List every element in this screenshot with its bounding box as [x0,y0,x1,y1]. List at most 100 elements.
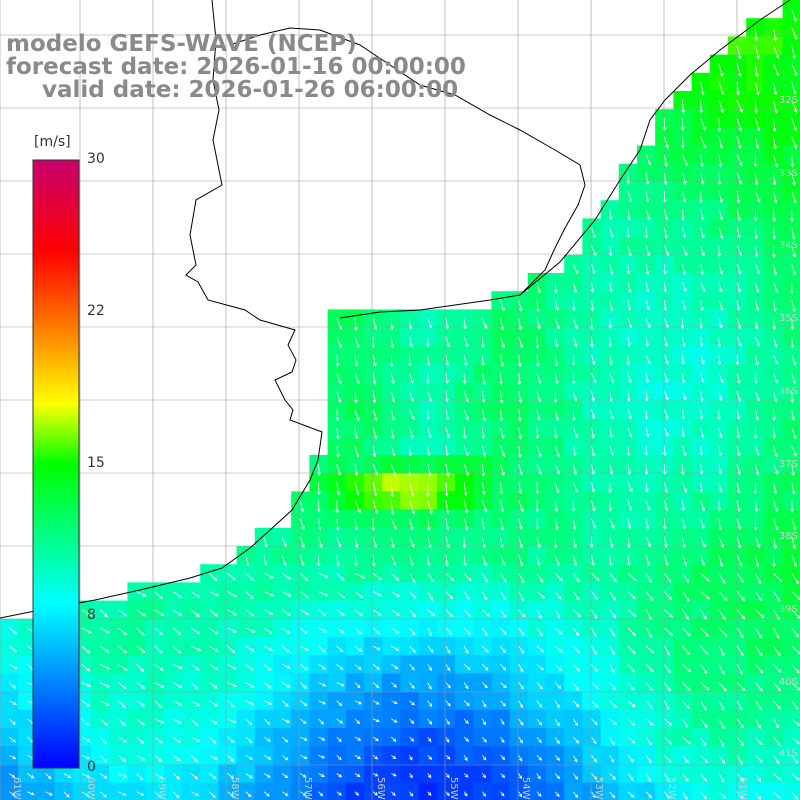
wind-arrow-head [338,380,342,385]
wind-arrow-head [213,577,218,581]
wind-cell [782,200,800,219]
wind-arrow-head [611,794,616,799]
wind-arrow [645,554,650,566]
wind-arrow [245,736,253,743]
wind-arrow-head [719,434,723,439]
wind-arrow [791,154,793,167]
wind-arrow [518,554,523,566]
wind-arrow [645,318,651,328]
wind-arrow [500,627,507,635]
wind-arrow-head [628,507,633,512]
wind-arrow [391,736,397,742]
wind-arrow-head [378,576,383,581]
wind-arrow-head [736,434,741,439]
wind-cell [400,782,420,800]
wind-arrow [300,573,308,581]
wind-arrow [391,718,398,723]
wind-arrow-head [753,526,758,531]
wind-arrow [754,172,758,185]
wind-arrow-head [644,471,649,475]
wind-arrow-head [754,253,759,258]
wind-arrow [627,591,636,600]
wind-arrow [554,664,562,671]
wind-arrow [682,300,686,310]
wind-arrow-head [718,452,722,457]
wind-arrow-head [426,562,431,567]
wind-arrow-head [317,472,321,476]
wind-arrow [736,209,741,221]
wind-arrow-head [646,306,650,311]
wind-arrow-head [537,290,541,294]
wind-arrow-head [485,649,489,653]
wind-arrow [518,445,521,458]
wind-arrow [463,427,466,439]
wind-arrow [773,791,781,799]
wind-arrow [318,464,320,476]
wind-arrow-head [319,792,324,797]
wind-arrow-head [356,684,361,689]
wind-arrow [572,409,575,421]
wind-arrow-head [613,704,617,708]
model-title: modelo GEFS-WAVE (NCEP) [6,31,357,57]
wind-arrow-head [632,613,637,617]
wind-arrow [609,791,615,798]
wind-arrow [645,245,650,256]
wind-arrow-head [756,91,760,96]
wind-arrow-head [758,580,762,585]
wind-arrow-head [267,774,271,778]
wind-arrow [263,627,273,634]
wind-arrow [536,518,538,530]
wind-arrow-head [85,793,90,797]
wind-arrow [773,700,781,710]
wind-arrow [609,773,616,780]
wind-arrow [682,482,687,493]
wind-arrow-head [231,649,236,654]
wind-arrow-head [304,630,308,635]
wind-arrow-head [575,703,580,708]
wind-arrow-head [30,792,35,796]
wind-arrow-head [720,306,724,311]
wind-arrow-head [777,687,781,692]
wind-arrow [664,755,672,763]
wind-arrow [118,609,127,617]
wind-arrow [8,645,17,653]
wind-arrow-head [755,307,760,312]
wind-arrow-head [269,630,273,635]
wind-arrow [427,682,432,690]
wind-arrow [773,409,775,421]
wind-arrow [81,682,91,687]
wind-arrow [536,463,542,475]
wind-arrow-head [48,792,53,796]
wind-arrow [99,700,110,706]
wind-cell [782,782,800,800]
wind-arrow-head [612,596,616,601]
wind-arrow-head [773,308,777,313]
wind-arrow [773,209,775,222]
wind-arrow [227,627,237,633]
wind-arrow [627,773,634,781]
wind-arrow-head [700,163,704,168]
wind-arrow [554,300,559,311]
wind-arrow [773,136,776,150]
wind-arrow [682,700,690,709]
wind-arrow [391,682,397,688]
wind-arrow-head [627,343,631,347]
wind-arrow-head [356,417,360,422]
wind-arrow [300,754,307,759]
wind-arrow [700,245,705,256]
wind-arrow-head [759,687,763,692]
wind-arrow-head [484,325,488,330]
wind-arrow [209,645,219,652]
wind-arrow-head [501,739,505,744]
wind-arrow [791,263,796,275]
wind-arrow [172,791,180,798]
wind-arrow [627,736,636,744]
wind-arrow-head [718,526,722,531]
wind-arrow-head [232,666,237,670]
wind-arrow-head [757,778,762,782]
wind-arrow [245,682,254,688]
wind-arrow [445,500,449,514]
wind-arrow-head [717,343,722,348]
wind-arrow-head [445,452,449,457]
